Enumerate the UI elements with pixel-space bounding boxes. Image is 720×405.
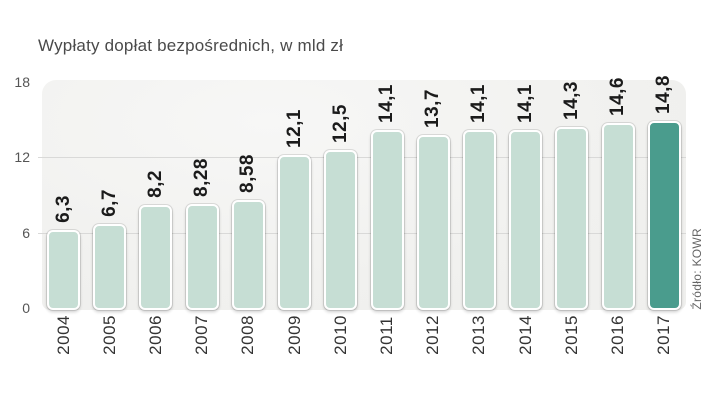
bar-slot: 14,3	[555, 81, 589, 310]
bars-row: 6,3 6,7 8,2 8,28 8,58 12,1 12,5 14,1 13,7 14,1 14,…	[47, 75, 681, 310]
x-tick-slot: 2006	[139, 315, 172, 355]
bar-slot: 14,8	[647, 74, 681, 310]
bar-value-label: 8,58	[237, 154, 259, 194]
bar-slot: 12,5	[324, 104, 358, 310]
bar-2017	[647, 120, 681, 310]
x-tick-slot: 2010	[324, 315, 357, 355]
x-tick-label: 2005	[99, 315, 119, 355]
y-tick-label: 6	[22, 225, 30, 242]
bar-slot: 6,7	[93, 189, 127, 310]
bar-slot: 14,1	[509, 83, 543, 310]
x-tick-slot: 2012	[417, 315, 450, 355]
y-tick-label: 18	[14, 74, 30, 90]
x-tick-label: 2014	[515, 315, 535, 355]
bar-2005	[93, 224, 127, 310]
bar-value-label: 14,3	[560, 81, 582, 121]
x-tick-label: 2011	[377, 316, 397, 355]
gridline-6	[38, 233, 686, 235]
bar-value-label: 14,6	[607, 77, 629, 117]
bar-value-label: 14,8	[653, 74, 675, 114]
x-tick-slot: 2017	[648, 315, 681, 355]
bar-slot: 6,3	[47, 195, 80, 310]
source-label: Źródło: KOWR	[690, 228, 704, 310]
y-axis: 18 12 6 0	[0, 74, 34, 316]
bar-2006	[139, 205, 173, 310]
bar-slot: 12,1	[278, 109, 312, 310]
x-tick-label: 2010	[330, 315, 350, 355]
bar-2009	[278, 155, 312, 310]
chart-title: Wypłaty dopłat bezpośrednich, w mld zł	[38, 36, 344, 55]
bar-2004	[47, 229, 80, 310]
y-tick-label: 0	[22, 300, 30, 316]
bar-slot: 8,58	[231, 154, 265, 310]
x-tick-label: 2012	[423, 315, 443, 355]
bar-2015	[555, 127, 589, 310]
x-tick-label: 2015	[561, 315, 581, 355]
bar-value-label: 6,7	[98, 189, 120, 218]
x-tick-label: 2017	[654, 315, 674, 355]
bar-2014	[509, 129, 543, 310]
x-tick-slot: 2004	[47, 315, 80, 355]
x-tick-label: 2006	[145, 315, 165, 355]
x-tick-label: 2016	[608, 315, 628, 355]
x-tick-label: 2013	[469, 315, 489, 355]
bar-value-label: 12,5	[329, 104, 351, 144]
bar-2007	[185, 204, 219, 310]
x-tick-slot: 2013	[463, 315, 496, 355]
x-tick-label: 2008	[238, 315, 258, 355]
bar-2013	[462, 129, 496, 310]
x-tick-slot: 2007	[186, 315, 219, 355]
bar-value-label: 8,2	[144, 170, 166, 199]
bar-value-label: 13,7	[422, 88, 444, 128]
bar-value-label: 8,28	[191, 158, 213, 198]
bar-slot: 14,6	[601, 77, 635, 310]
x-tick-slot: 2009	[278, 315, 311, 355]
bar-2011	[370, 129, 404, 310]
plot-area: 6,3 6,7 8,2 8,28 8,58 12,1 12,5 14,1 13,7 14,1 14,…	[38, 75, 686, 310]
x-tick-slot: 2008	[232, 315, 265, 355]
x-tick-label: 2004	[53, 315, 73, 355]
bar-slot: 13,7	[416, 88, 450, 310]
bar-slot: 14,1	[370, 83, 404, 310]
x-tick-slot: 2016	[602, 315, 635, 355]
x-tick-slot: 2015	[555, 315, 588, 355]
bar-value-label: 14,1	[514, 83, 536, 123]
x-tick-label: 2009	[284, 315, 304, 355]
y-tick-label: 12	[14, 148, 30, 165]
bar-slot: 8,28	[185, 158, 219, 310]
bar-slot: 14,1	[462, 83, 496, 310]
bar-2016	[601, 123, 635, 310]
bar-value-label: 14,1	[376, 83, 398, 123]
source-wrap: Źródło: KOWR	[690, 80, 708, 310]
x-tick-slot: 2011	[371, 315, 404, 355]
bar-2008	[231, 200, 265, 310]
bar-value-label: 14,1	[468, 83, 490, 123]
x-tick-slot: 2005	[93, 315, 126, 355]
bar-2010	[324, 150, 358, 310]
bar-value-label: 6,3	[52, 194, 74, 223]
bar-2012	[416, 134, 450, 310]
x-axis: 2004 2005 2006 2007 2008 2009 2010 2011 2012 2013…	[42, 315, 686, 355]
x-tick-label: 2007	[192, 315, 212, 355]
bar-value-label: 12,1	[283, 109, 305, 149]
x-tick-slot: 2014	[509, 315, 542, 355]
bar-slot: 8,2	[139, 170, 173, 310]
gridline-12	[38, 156, 686, 158]
